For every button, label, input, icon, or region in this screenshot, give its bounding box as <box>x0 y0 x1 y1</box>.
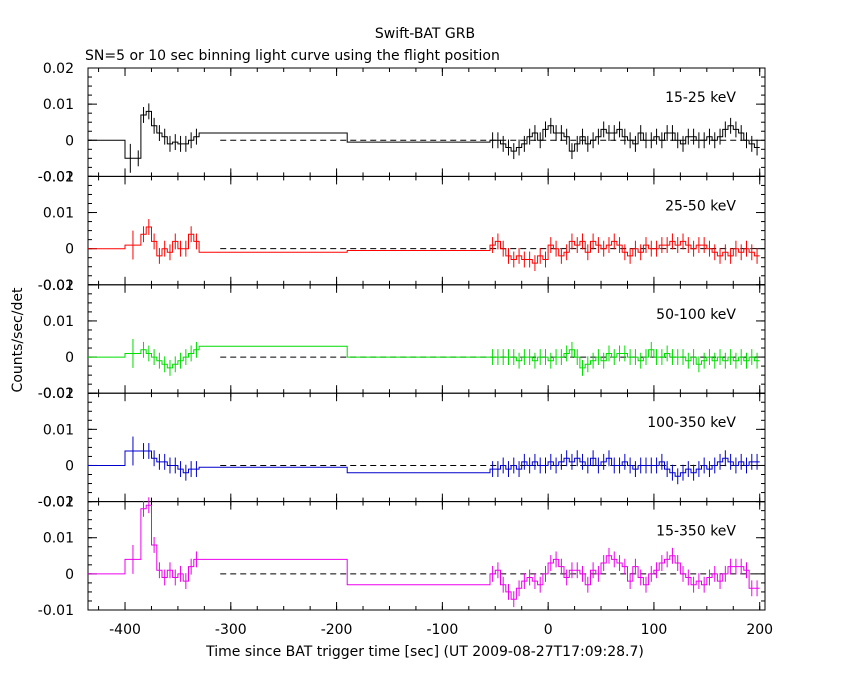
y-tick-label: 0.01 <box>43 97 74 113</box>
panel-frame <box>87 501 766 611</box>
panel-frame <box>87 175 766 286</box>
panel-3: 0.02 0.01 0 -0.01 50-100 keV <box>38 278 766 402</box>
y-tick-label: -0.01 <box>38 169 74 185</box>
y-tick-label: -0.01 <box>38 278 74 294</box>
y-tick-label: 0 <box>65 242 74 258</box>
x-tick-label: 100 <box>641 622 668 638</box>
panel-5: 0.02 0.01 0 -0.01 15-350 keV <box>38 495 766 619</box>
energy-band-label: 50-100 keV <box>656 307 736 323</box>
energy-band-label: 15-25 keV <box>665 90 736 106</box>
y-tick-label: 0.01 <box>43 314 74 330</box>
panel-2: 0.02 0.01 0 -0.01 25-50 keV <box>38 169 766 294</box>
x-tick-label: 0 <box>544 622 553 638</box>
y-tick-label: 0.02 <box>43 61 74 77</box>
chart-title: Swift-BAT GRB <box>375 26 475 42</box>
y-tick-label: 0 <box>65 133 74 149</box>
x-axis-label: Time since BAT trigger time [sec] (UT 20… <box>205 644 644 660</box>
step-curve <box>88 450 760 477</box>
x-tick-label: -100 <box>426 622 458 638</box>
y-tick-label: 0 <box>65 567 74 583</box>
step-curve <box>88 345 760 369</box>
energy-band-label: 15-350 keV <box>656 524 736 540</box>
y-tick-label: 0.01 <box>43 206 74 222</box>
chart-subtitle: SN=5 or 10 sec binning light curve using… <box>85 48 500 64</box>
panel-4: 0.02 0.01 0 -0.01 100-350 keV <box>38 386 766 511</box>
y-tick-label: 0.02 <box>43 278 74 294</box>
panel-frame <box>87 392 766 503</box>
y-tick-label: 0.01 <box>43 422 74 438</box>
y-tick-label: 0.02 <box>43 386 74 402</box>
energy-band-label: 100-350 keV <box>647 415 736 431</box>
y-tick-label: -0.01 <box>38 386 74 402</box>
y-tick-label: 0.02 <box>43 169 74 185</box>
x-tick-label: 200 <box>746 622 773 638</box>
panel-frame <box>87 67 766 177</box>
y-axis-label: Counts/sec/det <box>10 287 26 392</box>
x-tick-label: -200 <box>321 622 353 638</box>
x-tick-label: -300 <box>215 622 247 638</box>
step-curve <box>88 504 760 600</box>
panel-1: 0.02 0.01 0 -0.01 15-25 keV <box>38 61 766 185</box>
y-tick-label: 0 <box>65 350 74 366</box>
x-tick-label: -400 <box>109 622 141 638</box>
y-tick-label: -0.01 <box>38 603 74 619</box>
y-tick-label: 0.02 <box>43 495 74 511</box>
y-tick-label: 0 <box>65 458 74 474</box>
y-tick-label: 0.01 <box>43 531 74 547</box>
energy-band-label: 25-50 keV <box>665 198 736 214</box>
step-curve <box>88 226 760 264</box>
step-curve <box>88 110 760 159</box>
panel-frame <box>87 284 766 394</box>
y-tick-label: -0.01 <box>38 495 74 511</box>
